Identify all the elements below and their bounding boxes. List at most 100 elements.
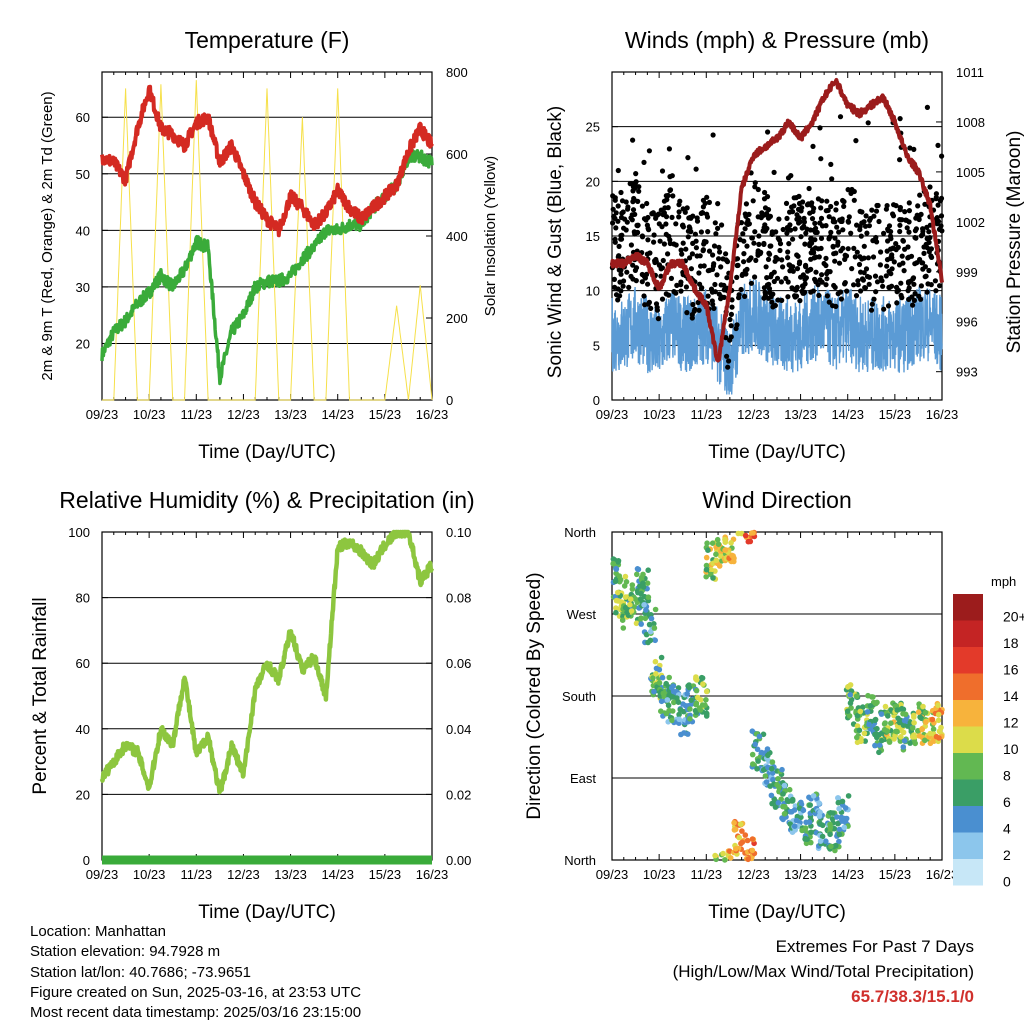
gust-point [632, 180, 638, 187]
gust-point [776, 216, 782, 222]
y-axis-label: Direction (Colored By Speed) [524, 572, 545, 819]
colorbar-swatch [953, 859, 983, 886]
gust-point [718, 264, 724, 270]
gust-point [653, 301, 660, 307]
gust-point [708, 286, 715, 292]
wind-direction-panel: 09/23 10/23 11/23 12/23 13/23 14/23 15/23 16/23… [524, 487, 1024, 923]
gust-point [771, 169, 777, 175]
x-tick-label: 14/23 [321, 407, 354, 422]
direction-point [703, 573, 709, 580]
direction-point [882, 720, 888, 726]
direction-point [629, 582, 636, 588]
direction-point [878, 711, 885, 717]
gust-point [698, 229, 705, 235]
gust-point [697, 281, 703, 287]
gust-point [777, 247, 783, 254]
gust-point [790, 236, 796, 242]
direction-point [858, 735, 864, 742]
gust-point [700, 247, 707, 253]
gust-point [811, 227, 817, 233]
y-tick-label: East [570, 771, 596, 786]
direction-point [622, 604, 629, 611]
gust-point [646, 299, 653, 305]
direction-point [885, 713, 891, 719]
gust-point [796, 220, 802, 226]
gust-point [837, 114, 844, 120]
gust-point [762, 292, 769, 298]
gust-point [926, 229, 932, 235]
gust-point [806, 185, 812, 192]
gust-point [841, 203, 847, 209]
gust-point [912, 228, 919, 234]
gust-point [849, 266, 855, 272]
gust-point [808, 202, 814, 208]
gust-point [764, 194, 771, 200]
direction-point [888, 720, 894, 726]
gust-point [796, 215, 802, 221]
gust-point [779, 257, 785, 263]
gust-point [906, 200, 912, 206]
direction-point [872, 742, 878, 749]
gust-point [785, 294, 791, 300]
gust-point [895, 244, 901, 250]
gust-point [923, 273, 929, 279]
direction-point [699, 702, 706, 708]
gust-point [658, 207, 664, 213]
gust-point [829, 176, 835, 182]
gust-point [906, 296, 912, 302]
colorbar-swatch [953, 726, 983, 753]
gust-point [764, 225, 770, 232]
gust-point [828, 203, 834, 210]
gust-point [800, 199, 806, 205]
direction-point [645, 594, 652, 600]
gust-point [927, 184, 933, 190]
gust-point [684, 310, 690, 316]
gust-point [657, 238, 663, 244]
gust-point [819, 279, 825, 285]
gust-point [712, 220, 718, 226]
colorbar-label: 8 [1003, 767, 1011, 783]
direction-point [645, 639, 651, 646]
direction-point [898, 734, 904, 740]
direction-point [833, 842, 839, 849]
direction-point [714, 536, 721, 543]
direction-point [854, 739, 861, 746]
direction-point [651, 625, 658, 631]
gust-point [734, 262, 740, 269]
gust-point [901, 268, 907, 274]
winds-pressure-panel: 09/23 10/23 11/23 12/23 13/23 14/23 15/23 16/23… [545, 27, 1024, 463]
direction-point [703, 562, 710, 569]
gust-point [888, 255, 894, 262]
direction-point [768, 792, 775, 799]
direction-point [779, 815, 785, 821]
direction-point [894, 707, 900, 713]
direction-point [828, 843, 834, 850]
y-tick-label: North [564, 853, 596, 868]
direction-point [902, 711, 909, 718]
gust-point [910, 275, 917, 281]
colorbar-label: 4 [1003, 820, 1011, 836]
direction-point [622, 573, 629, 580]
gust-point [630, 137, 636, 143]
colorbar-label: 14 [1003, 688, 1019, 704]
colorbar-title: mph [991, 574, 1016, 589]
x-tick-label: 16/23 [416, 407, 449, 422]
direction-point [800, 807, 807, 814]
colorbar-label: 20+ [1003, 608, 1024, 624]
gust-point [780, 264, 786, 270]
colorbar-swatch [953, 594, 983, 621]
gust-point [715, 225, 721, 231]
direction-point [844, 708, 851, 714]
gust-point [659, 168, 666, 174]
direction-point [881, 726, 888, 733]
colorbar-swatch [953, 779, 983, 806]
direction-point [722, 547, 729, 553]
y-tick-label: West [567, 607, 597, 622]
gust-point [904, 225, 910, 231]
gust-point [741, 259, 747, 265]
gust-point [710, 132, 716, 138]
direction-point [684, 691, 690, 697]
direction-point [640, 571, 646, 578]
direction-point [617, 576, 624, 583]
gust-point [666, 146, 673, 152]
